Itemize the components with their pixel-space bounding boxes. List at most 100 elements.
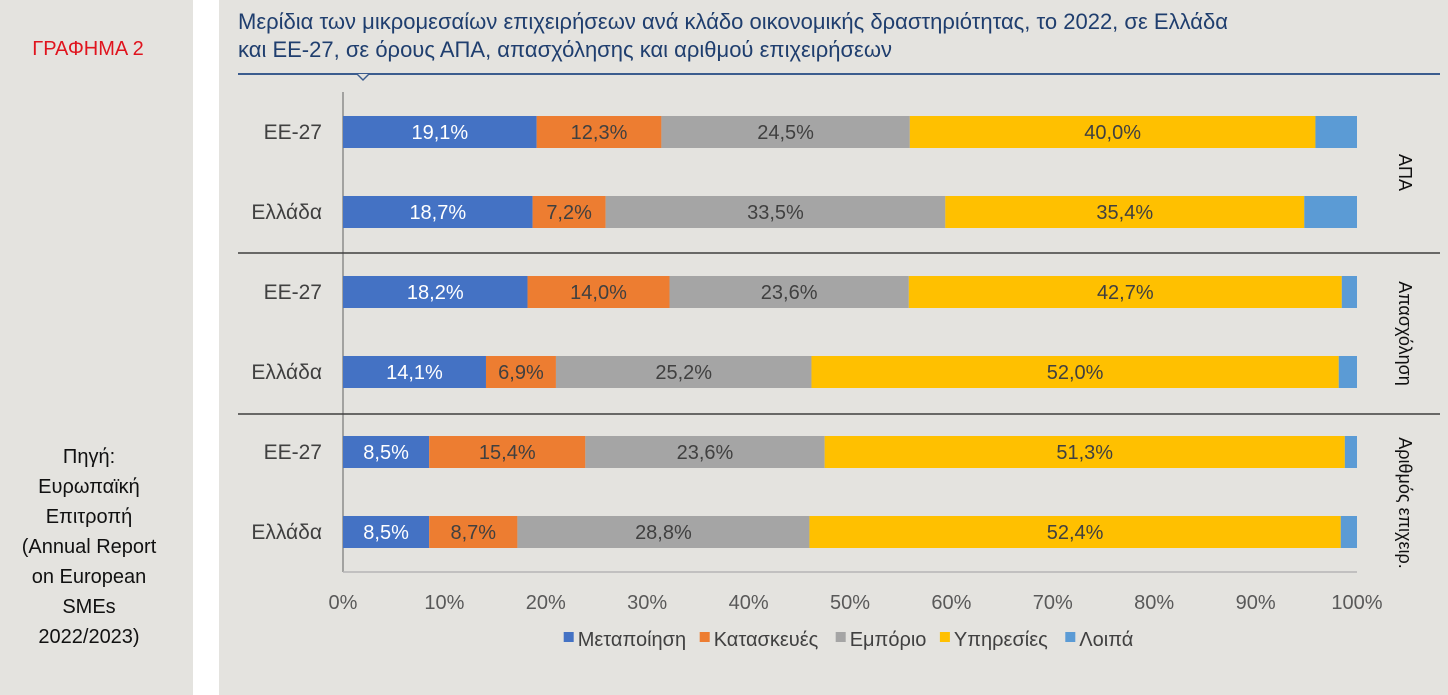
data-label: 6,9% bbox=[498, 362, 544, 384]
data-label: 24,5% bbox=[757, 122, 814, 144]
bar-segment bbox=[429, 516, 518, 548]
legend-swatch bbox=[563, 632, 574, 642]
source-line: SMEs bbox=[62, 596, 116, 618]
source-line: on European bbox=[31, 566, 147, 588]
source-line: Επιτροπή bbox=[45, 506, 133, 528]
x-tick-label: 100% bbox=[1331, 592, 1382, 614]
x-tick-label: 50% bbox=[830, 592, 870, 614]
bar-segment bbox=[1341, 276, 1357, 308]
data-label: 42,7% bbox=[1097, 282, 1154, 304]
data-label: 18,2% bbox=[407, 282, 464, 304]
data-label: 52,0% bbox=[1047, 362, 1104, 384]
bar-segment bbox=[1338, 356, 1357, 388]
source-line: (Annual Report bbox=[21, 536, 157, 558]
source-line: Ευρωπαϊκή bbox=[38, 476, 140, 498]
bar-segment bbox=[485, 356, 556, 388]
group-label: ΑΠΑ bbox=[1395, 154, 1415, 191]
data-label: 14,1% bbox=[386, 362, 443, 384]
bar-segment bbox=[527, 276, 670, 308]
bar-segment bbox=[1315, 116, 1357, 148]
bar-segment bbox=[532, 196, 606, 228]
bar-segment bbox=[585, 436, 825, 468]
bar-segment bbox=[1304, 196, 1357, 228]
chart-title: Μερίδια των μικρομεσαίων επιχειρήσεων αν… bbox=[238, 8, 1438, 64]
bar-segment bbox=[343, 276, 528, 308]
bar-segment bbox=[1340, 516, 1357, 548]
legend-swatch bbox=[835, 632, 846, 642]
source-note: Πηγή: Ευρωπαϊκή Επιτροπή (Annual Report … bbox=[0, 442, 178, 652]
source-line: 2022/2023) bbox=[38, 626, 140, 648]
bar-segment bbox=[908, 276, 1342, 308]
legend-label: Υπηρεσίες bbox=[954, 629, 1048, 651]
data-label: 28,8% bbox=[635, 522, 692, 544]
title-underline bbox=[238, 73, 1440, 75]
category-label: Ελλάδα bbox=[251, 201, 322, 224]
chart-title-line: και ΕΕ-27, σε όρους ΑΠΑ, απασχόλησης και… bbox=[238, 37, 893, 62]
x-tick-label: 80% bbox=[1134, 592, 1174, 614]
data-label: 19,1% bbox=[411, 122, 468, 144]
title-notch-inner bbox=[358, 74, 368, 79]
category-label: ΕΕ-27 bbox=[264, 441, 322, 464]
x-tick-label: 90% bbox=[1236, 592, 1276, 614]
left-panel: ΓΡΑΦΗΜΑ 2 Πηγή: Ευρωπαϊκή Επιτροπή (Annu… bbox=[0, 0, 193, 695]
bar-segment bbox=[1344, 436, 1357, 468]
data-label: 7,2% bbox=[546, 202, 592, 224]
legend-label: Εμπόριο bbox=[850, 629, 927, 651]
bar-segment bbox=[343, 116, 537, 148]
x-tick-label: 40% bbox=[729, 592, 769, 614]
bar-segment bbox=[429, 436, 586, 468]
data-label: 35,4% bbox=[1096, 202, 1153, 224]
data-label: 18,7% bbox=[409, 202, 466, 224]
legend-swatch bbox=[1065, 632, 1076, 642]
bar-segment bbox=[536, 116, 662, 148]
x-tick-label: 20% bbox=[526, 592, 566, 614]
x-tick-label: 10% bbox=[424, 592, 464, 614]
bar-segment bbox=[945, 196, 1305, 228]
data-label: 12,3% bbox=[571, 122, 628, 144]
data-label: 8,7% bbox=[451, 522, 497, 544]
bar-segment bbox=[555, 356, 812, 388]
data-label: 14,0% bbox=[570, 282, 627, 304]
data-label: 23,6% bbox=[761, 282, 818, 304]
data-label: 52,4% bbox=[1047, 522, 1104, 544]
bar-segment bbox=[343, 436, 430, 468]
x-tick-label: 60% bbox=[931, 592, 971, 614]
bar-segment bbox=[343, 516, 430, 548]
bar-segment bbox=[517, 516, 810, 548]
group-label: Αριθμός επιχειρ. bbox=[1395, 437, 1415, 568]
data-label: 23,6% bbox=[677, 442, 734, 464]
figure-label: ΓΡΑΦΗΜΑ 2 bbox=[32, 38, 144, 60]
group-label: Απασχόληση bbox=[1395, 281, 1415, 385]
legend-label: Κατασκευές bbox=[714, 629, 819, 651]
bar-segment bbox=[824, 436, 1345, 468]
data-label: 40,0% bbox=[1084, 122, 1141, 144]
category-label: ΕΕ-27 bbox=[264, 121, 322, 144]
bar-segment bbox=[811, 356, 1339, 388]
bar-segment bbox=[909, 116, 1316, 148]
bar-segment bbox=[661, 116, 910, 148]
legend-swatch bbox=[939, 632, 950, 642]
bar-segment bbox=[605, 196, 946, 228]
data-label: 25,2% bbox=[655, 362, 712, 384]
bar-segment bbox=[343, 196, 533, 228]
legend-swatch bbox=[699, 632, 710, 642]
legend-label: Λοιπά bbox=[1079, 629, 1133, 651]
bar-segment bbox=[343, 356, 486, 388]
bar-segment bbox=[669, 276, 909, 308]
source-line: Πηγή: bbox=[62, 446, 116, 468]
data-label: 51,3% bbox=[1056, 442, 1113, 464]
chart-title-line: Μερίδια των μικρομεσαίων επιχειρήσεων αν… bbox=[238, 9, 1228, 34]
x-tick-label: 30% bbox=[627, 592, 667, 614]
bar-segment bbox=[809, 516, 1341, 548]
data-label: 33,5% bbox=[747, 202, 804, 224]
data-label: 8,5% bbox=[363, 522, 409, 544]
category-label: Ελλάδα bbox=[251, 361, 322, 384]
category-label: Ελλάδα bbox=[251, 521, 322, 544]
chart-panel bbox=[219, 0, 1448, 695]
x-tick-label: 70% bbox=[1033, 592, 1073, 614]
legend-label: Μεταποίηση bbox=[578, 629, 686, 651]
data-label: 15,4% bbox=[479, 442, 536, 464]
category-label: ΕΕ-27 bbox=[264, 281, 322, 304]
data-label: 8,5% bbox=[363, 442, 409, 464]
